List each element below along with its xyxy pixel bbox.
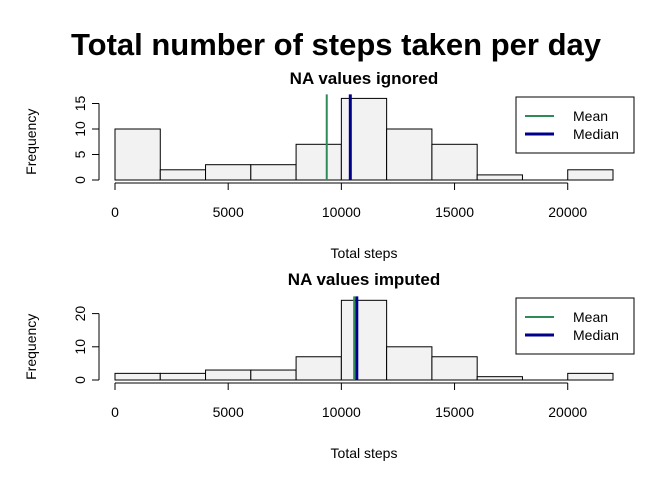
histogram-bar (431, 356, 478, 381)
legend-label: Median (573, 327, 619, 343)
x-tick-label: 20000 (548, 404, 587, 420)
histogram-bar (114, 372, 161, 381)
legend-box (515, 96, 635, 154)
x-tick-label: 15000 (435, 204, 474, 220)
y-tick-label: 0 (72, 176, 88, 184)
legend-label: Mean (573, 309, 608, 325)
histogram-bar (431, 143, 478, 181)
x-tick-label: 0 (111, 204, 119, 220)
legend-box (515, 297, 635, 355)
histogram-bar (340, 97, 388, 181)
histogram-bar (250, 369, 297, 381)
legend-label: Median (573, 126, 619, 142)
histogram-bar (159, 372, 207, 381)
x-axis-label: Total steps (331, 445, 398, 461)
x-tick-label: 10000 (322, 404, 361, 420)
histogram-bar (205, 369, 252, 381)
figure-title: Total number of steps taken per day (71, 27, 602, 62)
x-tick-label: 5000 (213, 404, 244, 420)
x-axis-label: Total steps (331, 245, 398, 261)
x-tick-label: 10000 (322, 204, 361, 220)
histogram-bar (295, 143, 342, 181)
legend: Mean Median (515, 96, 635, 154)
y-tick-label: 20 (72, 306, 88, 322)
y-axis-label: Frequency (23, 314, 39, 380)
y-tick-label: 0 (72, 376, 88, 384)
histogram-bar (159, 169, 207, 181)
histogram-bar (386, 346, 433, 381)
histogram-bar (476, 376, 523, 381)
y-axis-label: Frequency (23, 109, 39, 175)
histogram-bar (340, 299, 388, 381)
legend: Mean Median (515, 297, 635, 355)
histogram-bar (476, 174, 523, 181)
histogram-bar (205, 164, 252, 181)
histogram-panel-2: NA values imputed 0 5000 10000 15000 20000 Tot… (23, 270, 635, 461)
x-tick-label: 0 (111, 404, 119, 420)
y-tick-label: 10 (72, 339, 88, 355)
legend-label: Mean (573, 108, 608, 124)
y-tick-label: 10 (72, 121, 88, 137)
panel-title: NA values ignored (290, 69, 439, 88)
histogram-bar (250, 164, 297, 181)
x-tick-label: 20000 (548, 204, 587, 220)
histogram-panel-1: NA values ignored 0 5000 10000 15000 20000 Tot… (23, 69, 635, 261)
y-tick-label: 15 (72, 96, 88, 112)
panel-title: NA values imputed (288, 270, 440, 289)
x-tick-label: 15000 (435, 404, 474, 420)
histogram-bar (567, 169, 614, 181)
histogram-bar (114, 128, 161, 181)
histogram-bar (567, 372, 614, 381)
y-tick-label: 5 (72, 150, 88, 158)
histogram-bar (295, 356, 342, 381)
histogram-bar (386, 128, 433, 181)
x-tick-label: 5000 (213, 204, 244, 220)
